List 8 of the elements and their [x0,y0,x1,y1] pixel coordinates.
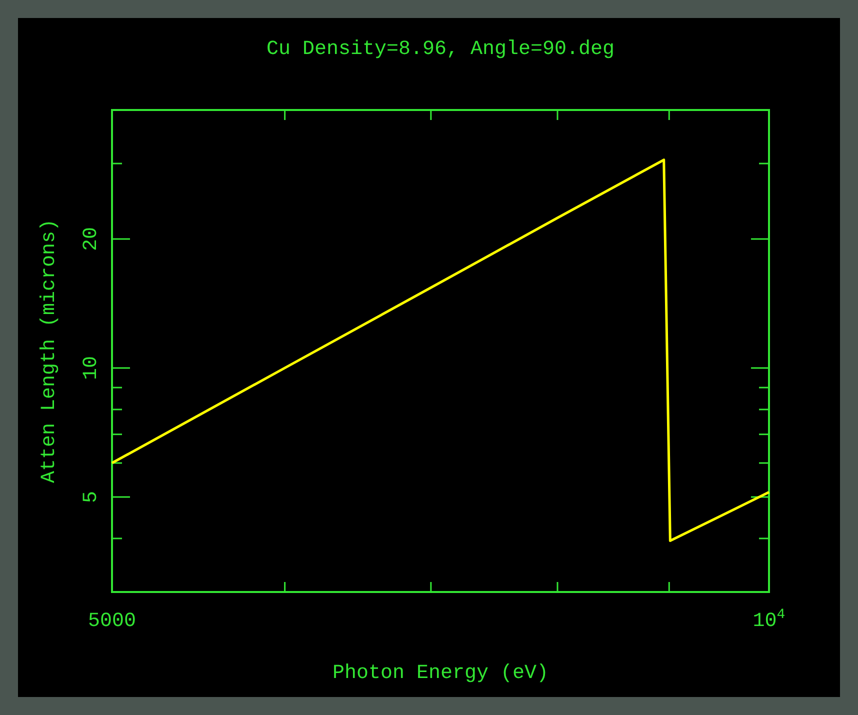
y-axis-title: Atten Length (microns) [38,218,61,484]
x-axis-title: Photon Energy (eV) [332,662,549,685]
chart-title: Cu Density=8.96, Angle=90.deg [266,38,615,61]
y-tick-label: 20 [80,226,103,251]
y-tick-label: 10 [80,356,103,380]
x-tick-label: 10$^{4}$ [752,607,786,633]
x-tick-label: 5000 [88,610,136,633]
y-tick-label: 5 [80,490,103,503]
